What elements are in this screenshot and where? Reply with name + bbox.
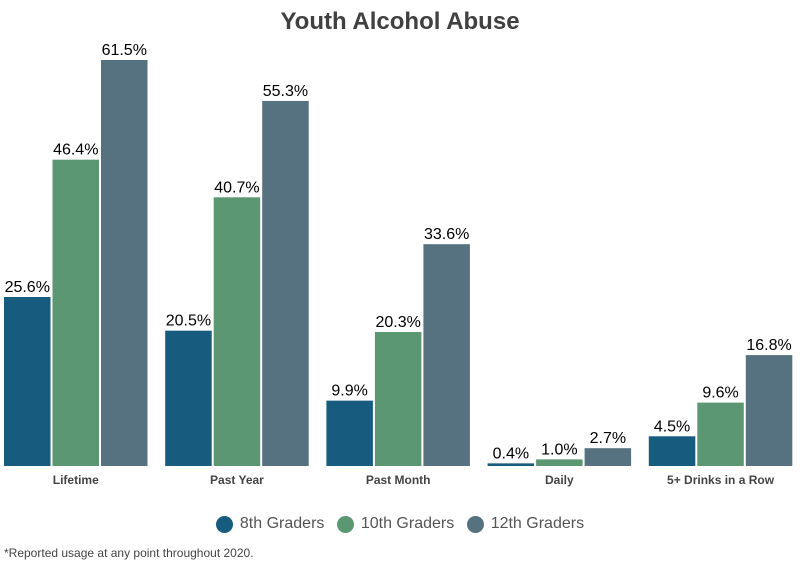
- legend-label: 10th Graders: [360, 515, 455, 532]
- data-label: 0.4%: [493, 445, 529, 462]
- data-label: 20.5%: [166, 313, 211, 330]
- data-label: 25.6%: [5, 279, 50, 296]
- bar[interactable]: [536, 459, 583, 466]
- x-tick-label: Past Month: [366, 473, 431, 487]
- bar[interactable]: [262, 100, 309, 466]
- bar[interactable]: [4, 296, 51, 466]
- legend: 8th Graders 10th Graders 12th Graders: [0, 515, 800, 538]
- bar[interactable]: [697, 402, 744, 466]
- data-label: 46.4%: [53, 142, 98, 159]
- chart-title: Youth Alcohol Abuse: [280, 8, 520, 35]
- x-tick-label: Daily: [545, 473, 574, 487]
- legend-swatch: [215, 515, 233, 533]
- x-tick-label: 5+ Drinks in a Row: [667, 473, 775, 487]
- footnote: *Reported usage at any point throughout …: [4, 546, 254, 560]
- bar[interactable]: [52, 159, 100, 466]
- bar[interactable]: [745, 355, 793, 466]
- x-tick-label: Past Year: [210, 473, 264, 487]
- data-label: 40.7%: [214, 179, 259, 196]
- data-label: 9.9%: [331, 383, 367, 400]
- data-label: 1.0%: [541, 441, 577, 458]
- data-label: 9.6%: [702, 385, 738, 402]
- data-label: 4.5%: [654, 418, 690, 435]
- bar[interactable]: [213, 197, 261, 466]
- legend-label: 12th Graders: [490, 515, 585, 532]
- bar[interactable]: [487, 463, 535, 466]
- bar[interactable]: [101, 60, 148, 466]
- bar[interactable]: [374, 331, 422, 466]
- bar[interactable]: [648, 436, 696, 466]
- x-tick-label: Lifetime: [53, 473, 99, 487]
- data-label: 61.5%: [102, 42, 147, 59]
- data-label: 20.3%: [375, 314, 420, 331]
- data-label: 55.3%: [263, 83, 308, 100]
- legend-swatch: [336, 515, 354, 533]
- bar-chart: 25.6% 46.4% 61.5% Lifetime 20.5% 40.7% 55.3% Pa…: [4, 42, 793, 487]
- legend-swatch: [466, 515, 484, 533]
- data-label: 33.6%: [424, 226, 469, 243]
- bar[interactable]: [584, 448, 632, 466]
- data-label: 16.8%: [746, 337, 791, 354]
- legend-item-8th[interactable]: 8th Graders: [215, 515, 325, 533]
- bar[interactable]: [423, 244, 470, 466]
- legend-label: 8th Graders: [239, 515, 325, 532]
- legend-item-10th[interactable]: 10th Graders: [336, 515, 455, 533]
- bar[interactable]: [165, 330, 212, 466]
- data-label: 2.7%: [590, 430, 626, 447]
- legend-item-12th[interactable]: 12th Graders: [466, 515, 585, 533]
- bar[interactable]: [326, 400, 373, 466]
